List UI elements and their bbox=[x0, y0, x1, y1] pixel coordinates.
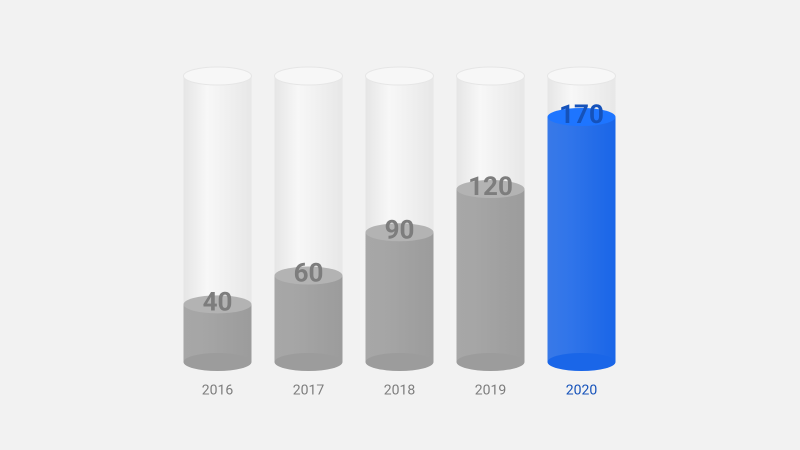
glass-top bbox=[183, 66, 252, 86]
bar-top bbox=[456, 180, 525, 199]
value-label: 90 bbox=[385, 215, 415, 245]
bar-top bbox=[365, 223, 434, 242]
bar bbox=[456, 189, 525, 362]
glass-top bbox=[456, 66, 525, 86]
bar-top bbox=[274, 266, 343, 285]
bar bbox=[274, 275, 343, 362]
bar bbox=[547, 117, 616, 362]
bar-top bbox=[547, 108, 616, 126]
glass-top bbox=[274, 66, 343, 86]
glass-top bbox=[547, 66, 616, 86]
x-tick-label: 2019 bbox=[475, 383, 506, 399]
glass-top bbox=[365, 66, 434, 86]
x-tick-label: 2016 bbox=[202, 383, 234, 399]
bar bbox=[183, 304, 252, 362]
x-tick-label: 2017 bbox=[293, 383, 325, 399]
value-label: 170 bbox=[559, 100, 604, 130]
bar-top bbox=[183, 295, 252, 314]
x-tick-label: 2018 bbox=[384, 383, 416, 399]
value-label: 60 bbox=[294, 259, 324, 289]
value-label: 40 bbox=[203, 287, 233, 317]
value-label: 120 bbox=[468, 172, 513, 202]
x-tick-label: 2020 bbox=[566, 383, 598, 399]
bar bbox=[365, 232, 434, 362]
